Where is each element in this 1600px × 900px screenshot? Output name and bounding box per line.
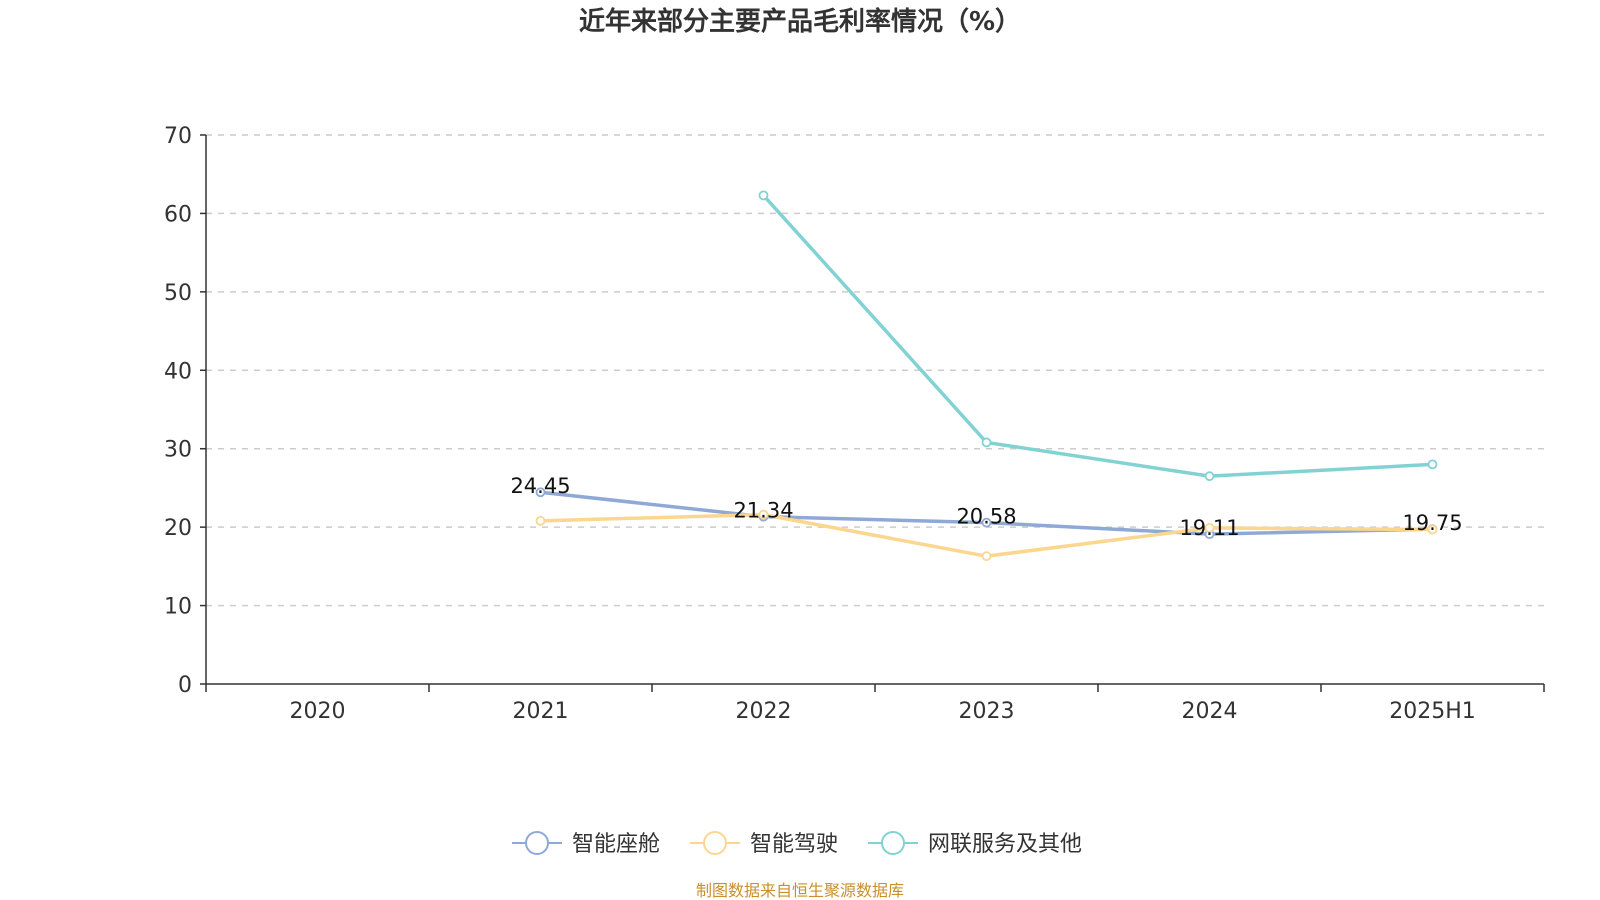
data-label: 20.58 <box>956 505 1016 529</box>
legend-item[interactable]: 智能驾驶 <box>690 831 838 857</box>
data-label: 24.45 <box>510 474 570 498</box>
y-tick-label: 10 <box>164 595 192 620</box>
data-point[interactable] <box>535 487 546 498</box>
x-tick-label: 2023 <box>959 699 1015 724</box>
data-label: 19.75 <box>1402 511 1462 535</box>
legend-item[interactable]: 智能座舱 <box>512 831 660 857</box>
series-layer <box>535 190 1438 562</box>
data-point[interactable] <box>758 190 769 201</box>
data-labels: 24.45 21.34 20.58 19.11 19.75 <box>510 474 1462 540</box>
data-point[interactable] <box>1427 524 1438 535</box>
data-point[interactable] <box>1204 523 1215 533</box>
y-tick-label: 70 <box>164 124 192 149</box>
legend-marker <box>703 831 727 855</box>
x-tick-label: 2022 <box>736 699 792 724</box>
chart-title: 近年来部分主要产品毛利率情况（%） <box>579 6 1021 37</box>
legend-marker <box>525 831 549 855</box>
y-tick-label: 30 <box>164 438 192 463</box>
data-label: 19.11 <box>1179 516 1239 540</box>
series-3 <box>758 190 1438 482</box>
axes: 0 10 20 30 40 50 60 70 2020 2021 2022 2023 2024 2025H… <box>164 124 1545 724</box>
legend-label: 智能驾驶 <box>750 832 838 857</box>
x-tick-label: 2025H1 <box>1389 699 1476 724</box>
data-point[interactable] <box>758 509 769 520</box>
x-tick-label: 2024 <box>1182 699 1238 724</box>
data-point[interactable] <box>981 437 992 448</box>
data-point[interactable] <box>1204 471 1215 482</box>
source-note: 制图数据来自恒生聚源数据库 <box>696 881 904 900</box>
data-label: 21.34 <box>733 499 793 523</box>
legend-marker <box>881 831 905 855</box>
data-point[interactable] <box>981 551 992 562</box>
series-2 <box>535 509 1438 562</box>
data-point[interactable] <box>981 517 992 528</box>
legend-label: 网联服务及其他 <box>928 832 1082 857</box>
y-tick-label: 60 <box>164 202 192 227</box>
legend[interactable]: 智能座舱 智能驾驶 网联服务及其他 <box>512 831 1082 857</box>
series-line <box>762 194 1433 478</box>
legend-label: 智能座舱 <box>572 832 660 857</box>
data-point[interactable] <box>1427 459 1438 470</box>
x-tick-label: 2021 <box>513 699 569 724</box>
x-tick-label: 2020 <box>290 699 346 724</box>
legend-item[interactable]: 网联服务及其他 <box>868 831 1082 857</box>
y-tick-label: 40 <box>164 359 192 384</box>
y-tick-label: 0 <box>178 673 192 698</box>
data-point[interactable] <box>535 515 546 526</box>
y-tick-label: 50 <box>164 281 192 306</box>
y-tick-label: 20 <box>164 516 192 541</box>
